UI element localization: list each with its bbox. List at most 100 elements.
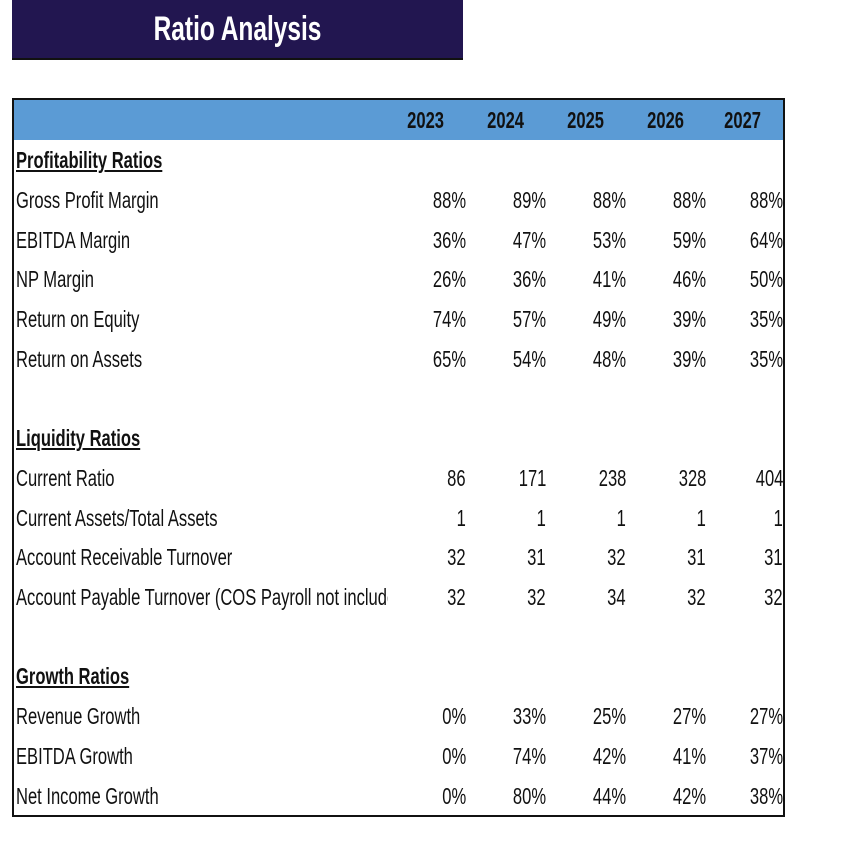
section-title[interactable]: Growth Ratios [16, 657, 388, 697]
year-label: 2026 [647, 106, 685, 133]
value-text: 88% [672, 187, 706, 214]
row-label[interactable]: EBITDA Margin [16, 220, 388, 260]
value-cell-2024[interactable]: 57% [466, 300, 546, 340]
value-cell-2024[interactable]: 32 [466, 578, 546, 618]
table-row: EBITDA Margin 36% 47% 53% 59% 64% [14, 220, 783, 260]
value-cell-2026[interactable]: 42% [626, 776, 706, 816]
value-cell-2026[interactable]: 41% [626, 737, 706, 777]
value-text: 89% [512, 187, 546, 214]
value-cell-2026[interactable]: 328 [626, 459, 706, 499]
value-cell-2024[interactable]: 74% [466, 737, 546, 777]
value-cell-2026[interactable]: 32 [626, 578, 706, 618]
table-row: Revenue Growth 0% 33% 25% 27% 27% [14, 697, 783, 737]
value-cell-2025[interactable]: 88% [546, 181, 626, 221]
year-header-2026[interactable]: 2026 [626, 100, 706, 140]
value-cell-2027[interactable]: 35% [703, 340, 783, 380]
section-title[interactable]: Liquidity Ratios [16, 419, 388, 459]
value-text: 44% [592, 782, 626, 809]
value-text: 0% [442, 703, 466, 730]
year-header-2025[interactable]: 2025 [546, 100, 626, 140]
value-cell-2025[interactable]: 41% [546, 260, 626, 300]
value-cell-2023[interactable]: 0% [386, 697, 466, 737]
value-text: 88% [749, 187, 783, 214]
value-text: 1 [773, 504, 783, 531]
value-cell-2025[interactable]: 25% [546, 697, 626, 737]
value-cell-2025[interactable]: 48% [546, 340, 626, 380]
label-text: NP Margin [16, 266, 94, 293]
value-cell-2023[interactable]: 86 [386, 459, 466, 499]
value-cell-2026[interactable]: 88% [626, 181, 706, 221]
label-text: Account Receivable Turnover [16, 544, 233, 571]
value-text: 42% [592, 742, 626, 769]
value-cell-2024[interactable]: 36% [466, 260, 546, 300]
value-cell-2026[interactable]: 31 [626, 538, 706, 578]
value-cell-2027[interactable]: 31 [703, 538, 783, 578]
value-cell-2024[interactable]: 47% [466, 220, 546, 260]
row-label[interactable]: Account Receivable Turnover [16, 538, 388, 578]
value-cell-2025[interactable]: 49% [546, 300, 626, 340]
value-cell-2027[interactable]: 35% [703, 300, 783, 340]
value-cell-2024[interactable]: 89% [466, 181, 546, 221]
year-header-2023[interactable]: 2023 [386, 100, 466, 140]
value-cell-2024[interactable]: 171 [466, 459, 546, 499]
ratio-table: 2023 2024 2025 2026 2027 Profitability Ratio… [12, 98, 785, 817]
value-cell-2023[interactable]: 0% [386, 776, 466, 816]
value-cell-2025[interactable]: 53% [546, 220, 626, 260]
row-label[interactable]: Return on Equity [16, 300, 388, 340]
value-cell-2023[interactable]: 1 [386, 498, 466, 538]
value-cell-2026[interactable]: 27% [626, 697, 706, 737]
value-cell-2027[interactable]: 32 [703, 578, 783, 618]
row-label[interactable]: Revenue Growth [16, 697, 388, 737]
value-cell-2023[interactable]: 74% [386, 300, 466, 340]
value-cell-2025[interactable]: 42% [546, 737, 626, 777]
value-cell-2027[interactable]: 38% [703, 776, 783, 816]
value-cell-2025[interactable]: 44% [546, 776, 626, 816]
value-cell-2024[interactable]: 33% [466, 697, 546, 737]
value-cell-2026[interactable]: 39% [626, 300, 706, 340]
row-label[interactable]: Gross Profit Margin [16, 181, 388, 221]
value-text: 88% [592, 187, 626, 214]
value-cell-2027[interactable]: 88% [703, 181, 783, 221]
value-cell-2024[interactable]: 54% [466, 340, 546, 380]
row-label[interactable]: NP Margin [16, 260, 388, 300]
value-cell-2025[interactable]: 1 [546, 498, 626, 538]
value-cell-2023[interactable]: 26% [386, 260, 466, 300]
value-cell-2024[interactable]: 1 [466, 498, 546, 538]
value-cell-2026[interactable]: 39% [626, 340, 706, 380]
value-cell-2027[interactable]: 37% [703, 737, 783, 777]
row-label[interactable]: Account Payable Turnover (COS Payroll no… [16, 578, 388, 618]
value-cell-2023[interactable]: 65% [386, 340, 466, 380]
value-cell-2027[interactable]: 27% [703, 697, 783, 737]
value-cell-2025[interactable]: 34 [546, 578, 626, 618]
value-cell-2024[interactable]: 31 [466, 538, 546, 578]
row-label[interactable]: EBITDA Growth [16, 737, 388, 777]
value-cell-2027[interactable]: 64% [703, 220, 783, 260]
table-row: Net Income Growth 0% 80% 44% 42% 38% [14, 776, 783, 816]
value-cell-2026[interactable]: 1 [626, 498, 706, 538]
label-text: Account Payable Turnover (COS Payroll no… [16, 584, 388, 611]
value-cell-2024[interactable]: 80% [466, 776, 546, 816]
value-cell-2027[interactable]: 50% [703, 260, 783, 300]
value-cell-2026[interactable]: 59% [626, 220, 706, 260]
row-label[interactable]: Net Income Growth [16, 776, 388, 816]
blank-row [14, 379, 783, 419]
value-text: 35% [749, 306, 783, 333]
value-cell-2023[interactable]: 88% [386, 181, 466, 221]
section-title[interactable]: Profitability Ratios [16, 141, 388, 181]
value-cell-2025[interactable]: 238 [546, 459, 626, 499]
value-cell-2023[interactable]: 32 [386, 578, 466, 618]
value-cell-2023[interactable]: 32 [386, 538, 466, 578]
page-title: Ratio Analysis [153, 9, 322, 48]
row-label[interactable]: Return on Assets [16, 340, 388, 380]
label-text: Growth Ratios [16, 663, 130, 690]
row-label[interactable]: Current Assets/Total Assets [16, 498, 388, 538]
value-cell-2026[interactable]: 46% [626, 260, 706, 300]
value-cell-2023[interactable]: 36% [386, 220, 466, 260]
value-cell-2023[interactable]: 0% [386, 737, 466, 777]
value-cell-2025[interactable]: 32 [546, 538, 626, 578]
year-header-2027[interactable]: 2027 [703, 100, 783, 140]
value-cell-2027[interactable]: 404 [703, 459, 783, 499]
value-cell-2027[interactable]: 1 [703, 498, 783, 538]
row-label[interactable]: Current Ratio [16, 459, 388, 499]
year-header-2024[interactable]: 2024 [466, 100, 546, 140]
